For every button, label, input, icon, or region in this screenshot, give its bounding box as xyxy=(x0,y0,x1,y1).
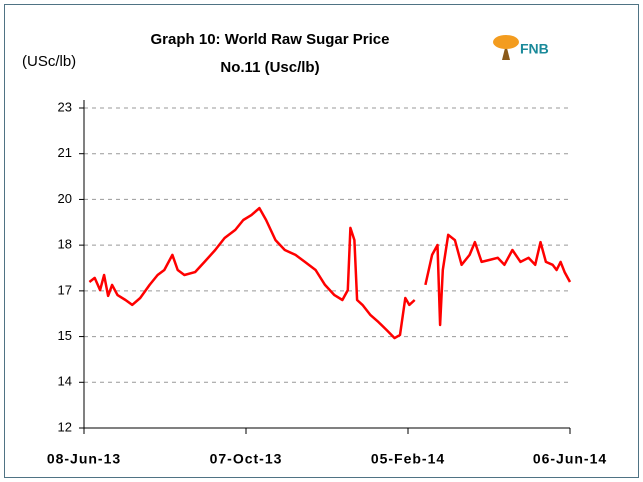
logo-tree xyxy=(493,35,519,49)
logo-text: FNB xyxy=(520,41,549,57)
logo: FNB xyxy=(493,35,549,60)
y-axis-label: (USc/lb) xyxy=(22,53,76,70)
y-tick-label: 20 xyxy=(58,191,72,206)
chart-title: No.11 (Usc/lb) xyxy=(220,59,319,76)
x-tick-label: 06-Jun-14 xyxy=(533,451,607,467)
y-tick-label: 12 xyxy=(58,419,72,434)
y-tick-label: 17 xyxy=(58,282,72,297)
y-tick-label: 23 xyxy=(58,99,72,114)
y-tick-label: 18 xyxy=(58,237,72,252)
frame xyxy=(4,4,639,478)
x-tick-label: 05-Feb-14 xyxy=(371,451,445,467)
y-tick-label: 15 xyxy=(58,328,72,343)
chart-title: Graph 10: World Raw Sugar Price xyxy=(151,31,390,48)
logo-trunk xyxy=(502,44,510,60)
x-tick-label: 08-Jun-13 xyxy=(47,451,121,467)
x-tick-label: 07-Oct-13 xyxy=(210,451,283,467)
y-tick-label: 14 xyxy=(58,374,72,389)
price-line xyxy=(88,206,572,340)
y-tick-label: 21 xyxy=(58,145,72,160)
